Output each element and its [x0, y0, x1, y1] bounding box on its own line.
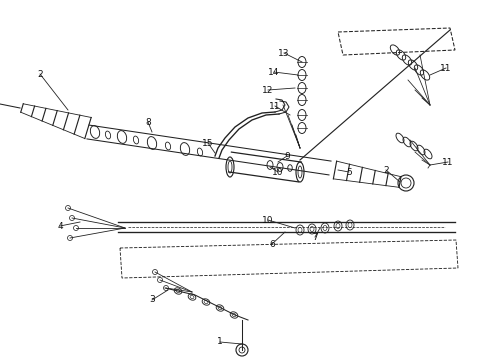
Text: 10: 10	[262, 216, 274, 225]
Text: 2: 2	[37, 69, 43, 78]
Text: 11: 11	[440, 63, 452, 72]
Text: 5: 5	[346, 167, 352, 176]
Text: 4: 4	[57, 221, 63, 230]
Text: 9: 9	[284, 152, 290, 161]
Text: 14: 14	[269, 68, 280, 77]
Text: 10: 10	[272, 167, 284, 176]
Text: 12: 12	[262, 86, 274, 95]
Text: 8: 8	[145, 117, 151, 126]
Text: 11: 11	[442, 158, 454, 166]
Text: 15: 15	[202, 139, 214, 148]
Text: 13: 13	[278, 49, 290, 58]
Text: 3: 3	[149, 296, 155, 305]
Text: 11: 11	[269, 102, 281, 111]
Text: 2: 2	[383, 166, 389, 175]
Text: 7: 7	[312, 233, 318, 242]
Text: 1: 1	[217, 338, 223, 346]
Text: 6: 6	[269, 239, 275, 248]
